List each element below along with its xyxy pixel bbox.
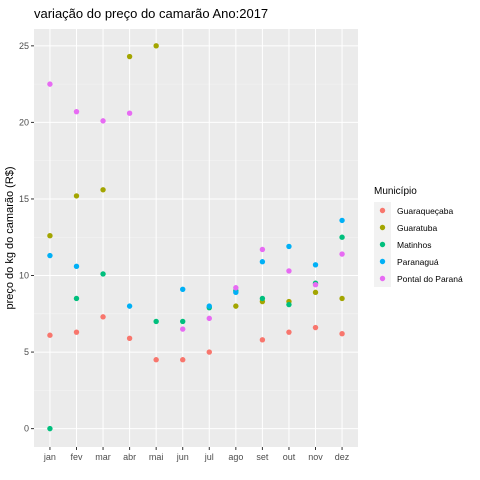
legend-marker bbox=[379, 224, 386, 231]
legend-marker bbox=[379, 207, 386, 214]
data-point bbox=[47, 81, 53, 87]
y-tick-label: 5 bbox=[24, 347, 29, 357]
y-axis-label: preço do kg do camarão (R$) bbox=[4, 166, 16, 309]
data-point bbox=[73, 263, 80, 270]
data-point bbox=[286, 301, 292, 308]
x-tick-label: set bbox=[256, 452, 269, 462]
x-tick-label: jun bbox=[176, 452, 189, 462]
data-point bbox=[126, 303, 133, 309]
y-tick-label: 25 bbox=[19, 41, 29, 51]
data-point bbox=[126, 53, 133, 60]
data-point bbox=[339, 295, 345, 302]
plot-panel bbox=[34, 29, 358, 447]
data-point bbox=[153, 357, 159, 363]
data-point bbox=[206, 303, 212, 309]
data-point bbox=[286, 329, 292, 335]
data-point bbox=[259, 295, 266, 302]
chart-title: variação do preço do camarão Ano:2017 bbox=[34, 6, 268, 21]
data-point bbox=[339, 330, 345, 337]
y-tick-label: 10 bbox=[19, 271, 29, 281]
data-point bbox=[47, 332, 53, 338]
legend-label: Guaratuba bbox=[397, 223, 437, 233]
data-point bbox=[153, 318, 159, 325]
x-tick-label: mai bbox=[149, 452, 164, 462]
y-axis: 0 5 10 15 20 25 bbox=[19, 41, 34, 434]
data-point bbox=[339, 234, 345, 240]
x-tick-label: dez bbox=[335, 452, 350, 462]
data-point bbox=[180, 326, 186, 332]
y-tick-label: 0 bbox=[24, 424, 29, 434]
data-point bbox=[73, 193, 80, 199]
legend-label: Guaraqueçaba bbox=[397, 206, 454, 216]
data-point bbox=[312, 281, 319, 288]
data-point bbox=[312, 324, 319, 331]
legend-label: Pontal do Paraná bbox=[397, 274, 463, 284]
x-axis: jan fev mar abr mai jun jul ago set out nov dez bbox=[43, 447, 350, 462]
y-tick-label: 20 bbox=[19, 117, 29, 127]
data-point bbox=[259, 337, 266, 343]
y-tick-label: 15 bbox=[19, 194, 29, 204]
data-point bbox=[259, 246, 266, 253]
data-point bbox=[312, 289, 319, 296]
data-point bbox=[206, 315, 212, 322]
legend-marker bbox=[379, 275, 386, 282]
legend-label: Matinhos bbox=[397, 240, 432, 250]
data-point bbox=[47, 425, 53, 432]
data-point bbox=[47, 233, 53, 239]
data-point bbox=[126, 110, 133, 116]
data-point bbox=[286, 268, 292, 274]
data-point bbox=[73, 108, 80, 115]
data-points bbox=[47, 43, 345, 432]
data-point bbox=[126, 335, 133, 341]
x-tick-label: abr bbox=[123, 452, 136, 462]
data-point bbox=[233, 303, 239, 309]
data-point bbox=[73, 329, 80, 335]
data-point bbox=[286, 243, 292, 250]
data-point bbox=[233, 289, 239, 296]
x-tick-label: nov bbox=[308, 452, 323, 462]
data-point bbox=[206, 349, 212, 355]
data-point bbox=[233, 285, 239, 291]
data-point bbox=[153, 43, 159, 49]
x-tick-label: out bbox=[283, 452, 296, 462]
data-point bbox=[100, 187, 106, 193]
data-point bbox=[100, 118, 106, 124]
data-point bbox=[339, 251, 345, 257]
data-point bbox=[180, 286, 186, 292]
x-tick-label: mar bbox=[95, 452, 111, 462]
legend-marker bbox=[379, 258, 386, 265]
legend-title: Município bbox=[374, 186, 417, 197]
data-point bbox=[73, 295, 80, 302]
data-point bbox=[100, 271, 106, 277]
x-tick-label: jan bbox=[43, 452, 56, 462]
x-tick-label: jul bbox=[204, 452, 214, 462]
data-point bbox=[180, 357, 186, 363]
data-point bbox=[180, 318, 186, 325]
data-point bbox=[339, 217, 345, 224]
x-tick-label: ago bbox=[228, 452, 243, 462]
legend-label: Paranaguá bbox=[397, 257, 439, 267]
legend: Município Guaraqueçaba Guaratuba Matinhos P… bbox=[374, 186, 463, 287]
x-tick-label: fev bbox=[70, 452, 83, 462]
legend-marker bbox=[379, 241, 386, 248]
data-point bbox=[312, 262, 319, 268]
data-point bbox=[259, 259, 266, 265]
data-point bbox=[47, 252, 53, 259]
data-point bbox=[100, 314, 106, 320]
gridlines bbox=[34, 29, 358, 447]
